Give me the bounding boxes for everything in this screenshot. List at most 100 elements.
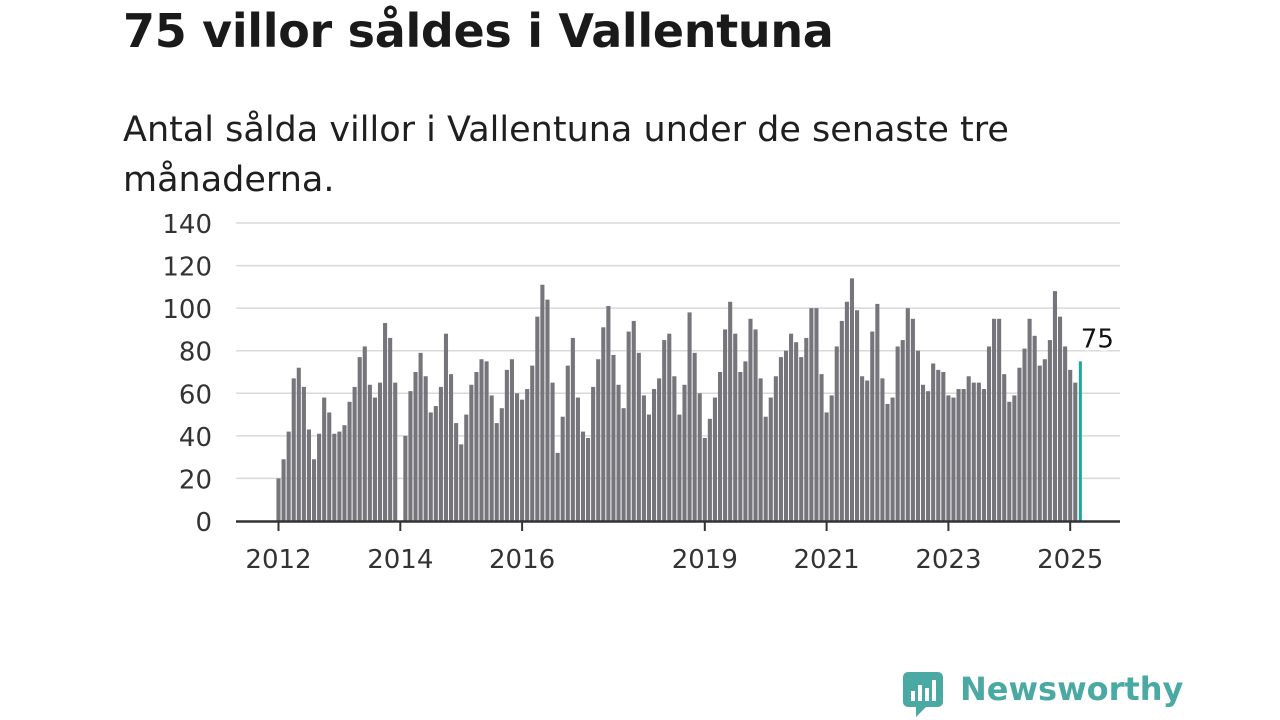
y-axis-ticks: 0 20 40 60 80 100 120 140: [162, 210, 212, 538]
bar: [926, 391, 931, 521]
bar: [606, 306, 611, 521]
y-tick-label: 0: [195, 508, 212, 538]
bar: [692, 352, 697, 521]
bar: [895, 346, 900, 521]
bar: [332, 433, 337, 521]
bar: [966, 376, 971, 521]
bar: [931, 363, 936, 521]
bar: [992, 318, 997, 521]
bar: [768, 397, 773, 521]
bar: [464, 414, 469, 521]
bar: [677, 414, 682, 521]
bar: [1022, 348, 1027, 521]
bar: [484, 361, 489, 521]
x-tick-label: 2021: [794, 545, 860, 575]
bar: [286, 431, 291, 521]
bar: [657, 378, 662, 521]
bar: [352, 386, 357, 521]
bar: [717, 372, 723, 521]
bar: [834, 346, 839, 521]
bar: [311, 459, 317, 521]
bar: [413, 372, 418, 521]
bar: [646, 414, 652, 521]
x-tick-label: 2023: [915, 545, 981, 575]
bar: [814, 308, 819, 521]
bars: [276, 278, 1082, 521]
bar: [976, 382, 981, 521]
bar: [327, 412, 332, 521]
bar: [540, 284, 545, 521]
bar: [641, 395, 646, 521]
bar: [920, 384, 926, 521]
y-tick-label: 120: [162, 253, 212, 283]
bar: [357, 357, 362, 521]
bar: [849, 278, 855, 521]
bar: [951, 397, 956, 521]
bar: [748, 318, 753, 521]
bar: [905, 308, 910, 521]
bar: [789, 333, 794, 521]
bar: [388, 337, 393, 521]
bar: [819, 374, 824, 521]
bar: [586, 437, 591, 521]
bar: [667, 333, 672, 521]
bar: [499, 408, 504, 521]
bar: [956, 389, 961, 521]
bar: [707, 418, 712, 521]
bar: [880, 378, 885, 521]
bar: [702, 437, 707, 521]
bar: [875, 303, 880, 521]
bar: [372, 397, 377, 521]
bar: [301, 386, 306, 521]
bar: [306, 429, 311, 521]
bar: [829, 395, 834, 521]
x-tick-label: 2012: [245, 545, 311, 575]
y-tick-label: 20: [179, 465, 212, 495]
bar: [403, 435, 408, 521]
bar: [601, 327, 606, 521]
bar: [322, 397, 327, 521]
y-tick-label: 80: [179, 338, 212, 368]
bar: [509, 359, 514, 521]
bar: [1052, 291, 1058, 521]
bar: [621, 408, 626, 521]
bar: [723, 329, 728, 521]
bar: [1027, 318, 1032, 521]
bar: [570, 337, 575, 521]
bar-highlight: [1078, 361, 1082, 521]
bar: [997, 318, 1002, 521]
bar: [433, 406, 438, 521]
highlight-value-label: 75: [1081, 324, 1114, 354]
bar: [1058, 316, 1063, 521]
bar: [687, 312, 692, 521]
newsworthy-chart-icon: [903, 672, 943, 717]
bar: [1047, 340, 1052, 521]
bar: [809, 308, 814, 521]
bar: [778, 357, 783, 521]
bar: [941, 372, 946, 521]
bar: [773, 376, 778, 521]
x-tick-label: 2016: [489, 545, 555, 575]
newsworthy-wordmark: Newsworthy: [960, 670, 1184, 708]
bar: [565, 365, 570, 521]
bar: [636, 352, 641, 521]
y-tick-label: 140: [162, 210, 212, 240]
bar: [575, 397, 580, 521]
bar: [936, 369, 941, 521]
bar: [946, 395, 951, 521]
bar: [682, 384, 687, 521]
bar: [799, 357, 804, 521]
bar: [454, 423, 459, 521]
bar: [844, 301, 849, 521]
bar: [824, 412, 829, 521]
bar: [317, 433, 322, 521]
bar: [860, 376, 865, 521]
bar: [377, 382, 383, 521]
bar: [865, 380, 870, 521]
bar: [408, 391, 413, 521]
bar: [362, 346, 367, 521]
bar: [520, 399, 525, 521]
bar: [367, 384, 372, 521]
bar: [1012, 395, 1017, 521]
